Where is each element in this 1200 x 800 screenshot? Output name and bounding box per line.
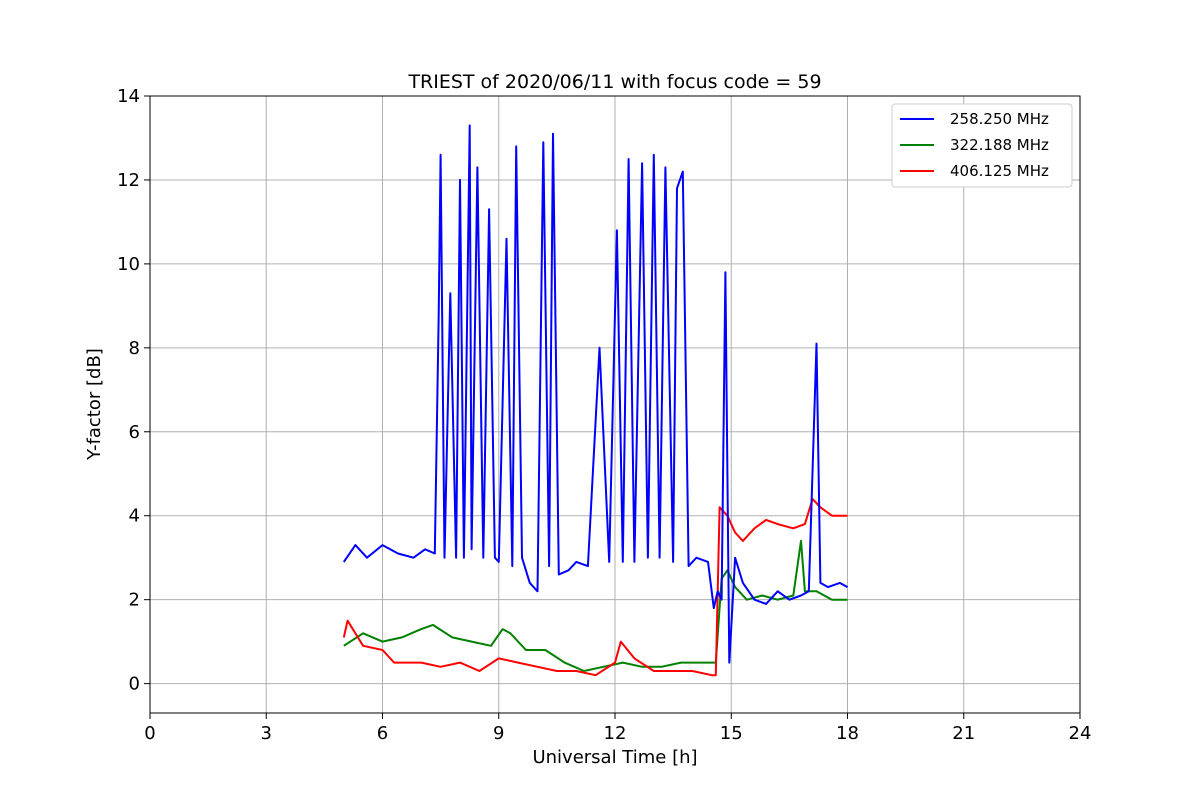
x-tick-label: 21 bbox=[952, 723, 975, 744]
y-axis-label: Y-factor [dB] bbox=[84, 348, 105, 461]
x-tick-label: 24 bbox=[1069, 723, 1092, 744]
x-tick-label: 18 bbox=[836, 723, 859, 744]
legend-label-0: 258.250 MHz bbox=[950, 110, 1049, 128]
legend-box bbox=[891, 103, 1073, 188]
y-tick-label: 4 bbox=[129, 506, 140, 527]
y-tick-label: 2 bbox=[129, 590, 140, 611]
y-tick-label: 12 bbox=[117, 170, 140, 191]
legend-label-2: 406.125 MHz bbox=[950, 162, 1049, 180]
y-tick-label: 10 bbox=[117, 254, 140, 275]
series-layer bbox=[342, 124, 848, 677]
x-axis-label: Universal Time [h] bbox=[532, 747, 697, 768]
y-tick-label: 8 bbox=[129, 338, 140, 359]
legend-label-1: 322.188 MHz bbox=[950, 136, 1049, 154]
y-tick-label: 14 bbox=[117, 86, 140, 107]
y-tick-label: 6 bbox=[129, 422, 140, 443]
x-tick-label: 0 bbox=[144, 723, 155, 744]
x-tick-label: 6 bbox=[377, 723, 388, 744]
legend: 258.250 MHz 322.188 MHz 406.125 MHz bbox=[891, 103, 1073, 188]
x-tick-label: 15 bbox=[720, 723, 743, 744]
y-tick-label: 0 bbox=[129, 674, 140, 695]
series-line-0 bbox=[342, 124, 848, 664]
series-line-2 bbox=[342, 497, 848, 677]
x-tick-label: 3 bbox=[261, 723, 272, 744]
x-tick-label: 12 bbox=[604, 723, 627, 744]
chart-title: TRIEST of 2020/06/11 with focus code = 5… bbox=[407, 71, 821, 93]
x-tick-label: 9 bbox=[493, 723, 504, 744]
